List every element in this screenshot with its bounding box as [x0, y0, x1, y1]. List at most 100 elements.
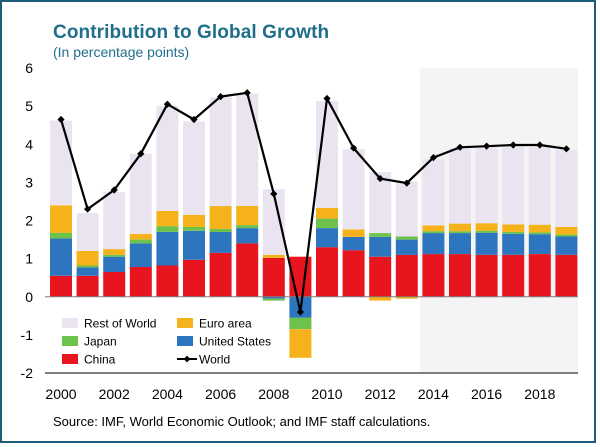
bar-united-states-2006 [209, 231, 232, 253]
bar-china-2008 [262, 257, 285, 297]
bar-rest-of-world-2014 [422, 159, 445, 226]
world-marker-2017 [509, 141, 517, 149]
world-line [59, 91, 567, 314]
bar-euro-area-2013 [395, 296, 418, 299]
bar-rest-of-world-2006 [209, 97, 232, 207]
bar-china-2019 [555, 254, 578, 297]
bar-rest-of-world-2000 [50, 120, 72, 206]
world-marker-2015 [456, 143, 464, 151]
bar-euro-area-2019 [555, 227, 578, 235]
bar-united-states-2002 [103, 256, 126, 272]
y-tick-label-neg2: -2 [21, 365, 34, 381]
x-tick-label-2010: 2010 [311, 386, 342, 402]
bar-rest-of-world-2013 [395, 181, 418, 237]
legend-label-japan: Japan [84, 335, 117, 349]
bar-china-2002 [103, 272, 126, 297]
world-marker-2006 [217, 92, 225, 101]
bar-euro-area-2002 [103, 249, 126, 255]
world-marker-2004 [163, 100, 171, 108]
bar-china-2018 [528, 254, 551, 297]
x-tick-label-2006: 2006 [205, 386, 236, 402]
x-tick-label-2004: 2004 [152, 386, 183, 402]
y-tick-label-0: 0 [25, 289, 33, 305]
bar-china-2007 [236, 243, 259, 297]
world-marker-2007 [243, 89, 251, 97]
y-tick-label-4: 4 [25, 136, 33, 152]
bar-japan-2012 [369, 233, 392, 237]
bar-euro-area-2010 [316, 207, 338, 219]
bar-united-states-2011 [342, 236, 365, 251]
legend-swatch-japan [62, 336, 78, 346]
y-tick-label-5: 5 [25, 98, 33, 114]
bar-japan-2003 [129, 239, 152, 244]
x-tick-label-2012: 2012 [365, 386, 396, 402]
world-marker-2009 [296, 308, 304, 316]
chart-title: Contribution to Global Growth [53, 22, 330, 43]
bar-rest-of-world-2016 [475, 146, 498, 224]
x-tick-label-2016: 2016 [471, 386, 502, 402]
bar-euro-area-2005 [183, 214, 205, 227]
legend-label-world: World [199, 353, 230, 367]
bar-euro-area-2015 [449, 223, 471, 232]
bar-united-states-2000 [50, 238, 72, 276]
world-marker-2014 [429, 153, 437, 162]
bar-euro-area-2016 [475, 223, 498, 231]
world-marker-2000 [57, 115, 65, 124]
bar-japan-2005 [183, 227, 205, 231]
bar-euro-area-2006 [209, 206, 232, 229]
bar-united-states-2014 [422, 233, 445, 255]
bar-japan-2007 [236, 225, 259, 229]
bar-euro-area-2000 [50, 205, 72, 233]
bar-euro-area-2009 [289, 329, 312, 358]
legend-swatch-china [62, 354, 78, 364]
bar-rest-of-world-2003 [129, 153, 152, 234]
bar-euro-area-2001 [76, 251, 99, 266]
bar-united-states-2019 [555, 236, 578, 255]
x-tick-label-2002: 2002 [99, 386, 130, 402]
bar-euro-area-2018 [528, 224, 551, 233]
world-marker-2003 [137, 150, 145, 158]
bar-japan-2001 [76, 265, 99, 268]
chart-source: Source: IMF, World Economic Outlook; and… [53, 414, 431, 429]
bar-euro-area-2008 [262, 254, 285, 258]
world-marker-2001 [84, 205, 92, 213]
bar-japan-2014 [422, 231, 445, 234]
bar-united-states-2001 [76, 267, 99, 276]
bar-china-2005 [183, 259, 205, 297]
bar-rest-of-world-2011 [342, 149, 365, 230]
legend-swatch-euro-area [177, 318, 193, 328]
x-tick-label-2018: 2018 [524, 386, 555, 402]
y-tick-label-3: 3 [25, 174, 33, 190]
world-marker-2018 [536, 141, 544, 149]
x-tick-label-2014: 2014 [418, 386, 449, 402]
bar-euro-area-2017 [502, 224, 525, 232]
world-marker-2008 [270, 190, 278, 198]
bar-united-states-2005 [183, 230, 205, 260]
bar-euro-area-2003 [129, 233, 152, 240]
bar-japan-2008 [262, 298, 285, 301]
legend-marker-world [183, 355, 191, 363]
legend-label-euro-area: Euro area [199, 317, 252, 331]
world-marker-2002 [110, 186, 118, 194]
bar-china-2017 [502, 254, 525, 297]
bar-united-states-2007 [236, 228, 259, 244]
world-marker-2013 [403, 179, 411, 187]
chart-subtitle: (In percentage points) [53, 44, 190, 60]
world-marker-2012 [376, 174, 384, 183]
bar-japan-2010 [316, 218, 338, 229]
bar-japan-2017 [502, 231, 525, 234]
bar-china-2001 [76, 275, 99, 297]
bar-china-2011 [342, 250, 365, 297]
legend-swatch-rest-of-world [62, 318, 78, 328]
bar-china-2012 [369, 256, 392, 297]
bar-china-2006 [209, 252, 232, 297]
bar-rest-of-world-2002 [103, 191, 126, 250]
bar-euro-area-2011 [342, 229, 365, 237]
y-tick-label-6: 6 [25, 60, 33, 76]
bar-rest-of-world-2001 [76, 212, 99, 251]
bar-rest-of-world-2004 [156, 106, 179, 211]
bar-united-states-2017 [502, 233, 525, 255]
bar-china-2014 [422, 254, 445, 297]
world-marker-2010 [323, 94, 331, 103]
x-tick-label-2008: 2008 [258, 386, 289, 402]
